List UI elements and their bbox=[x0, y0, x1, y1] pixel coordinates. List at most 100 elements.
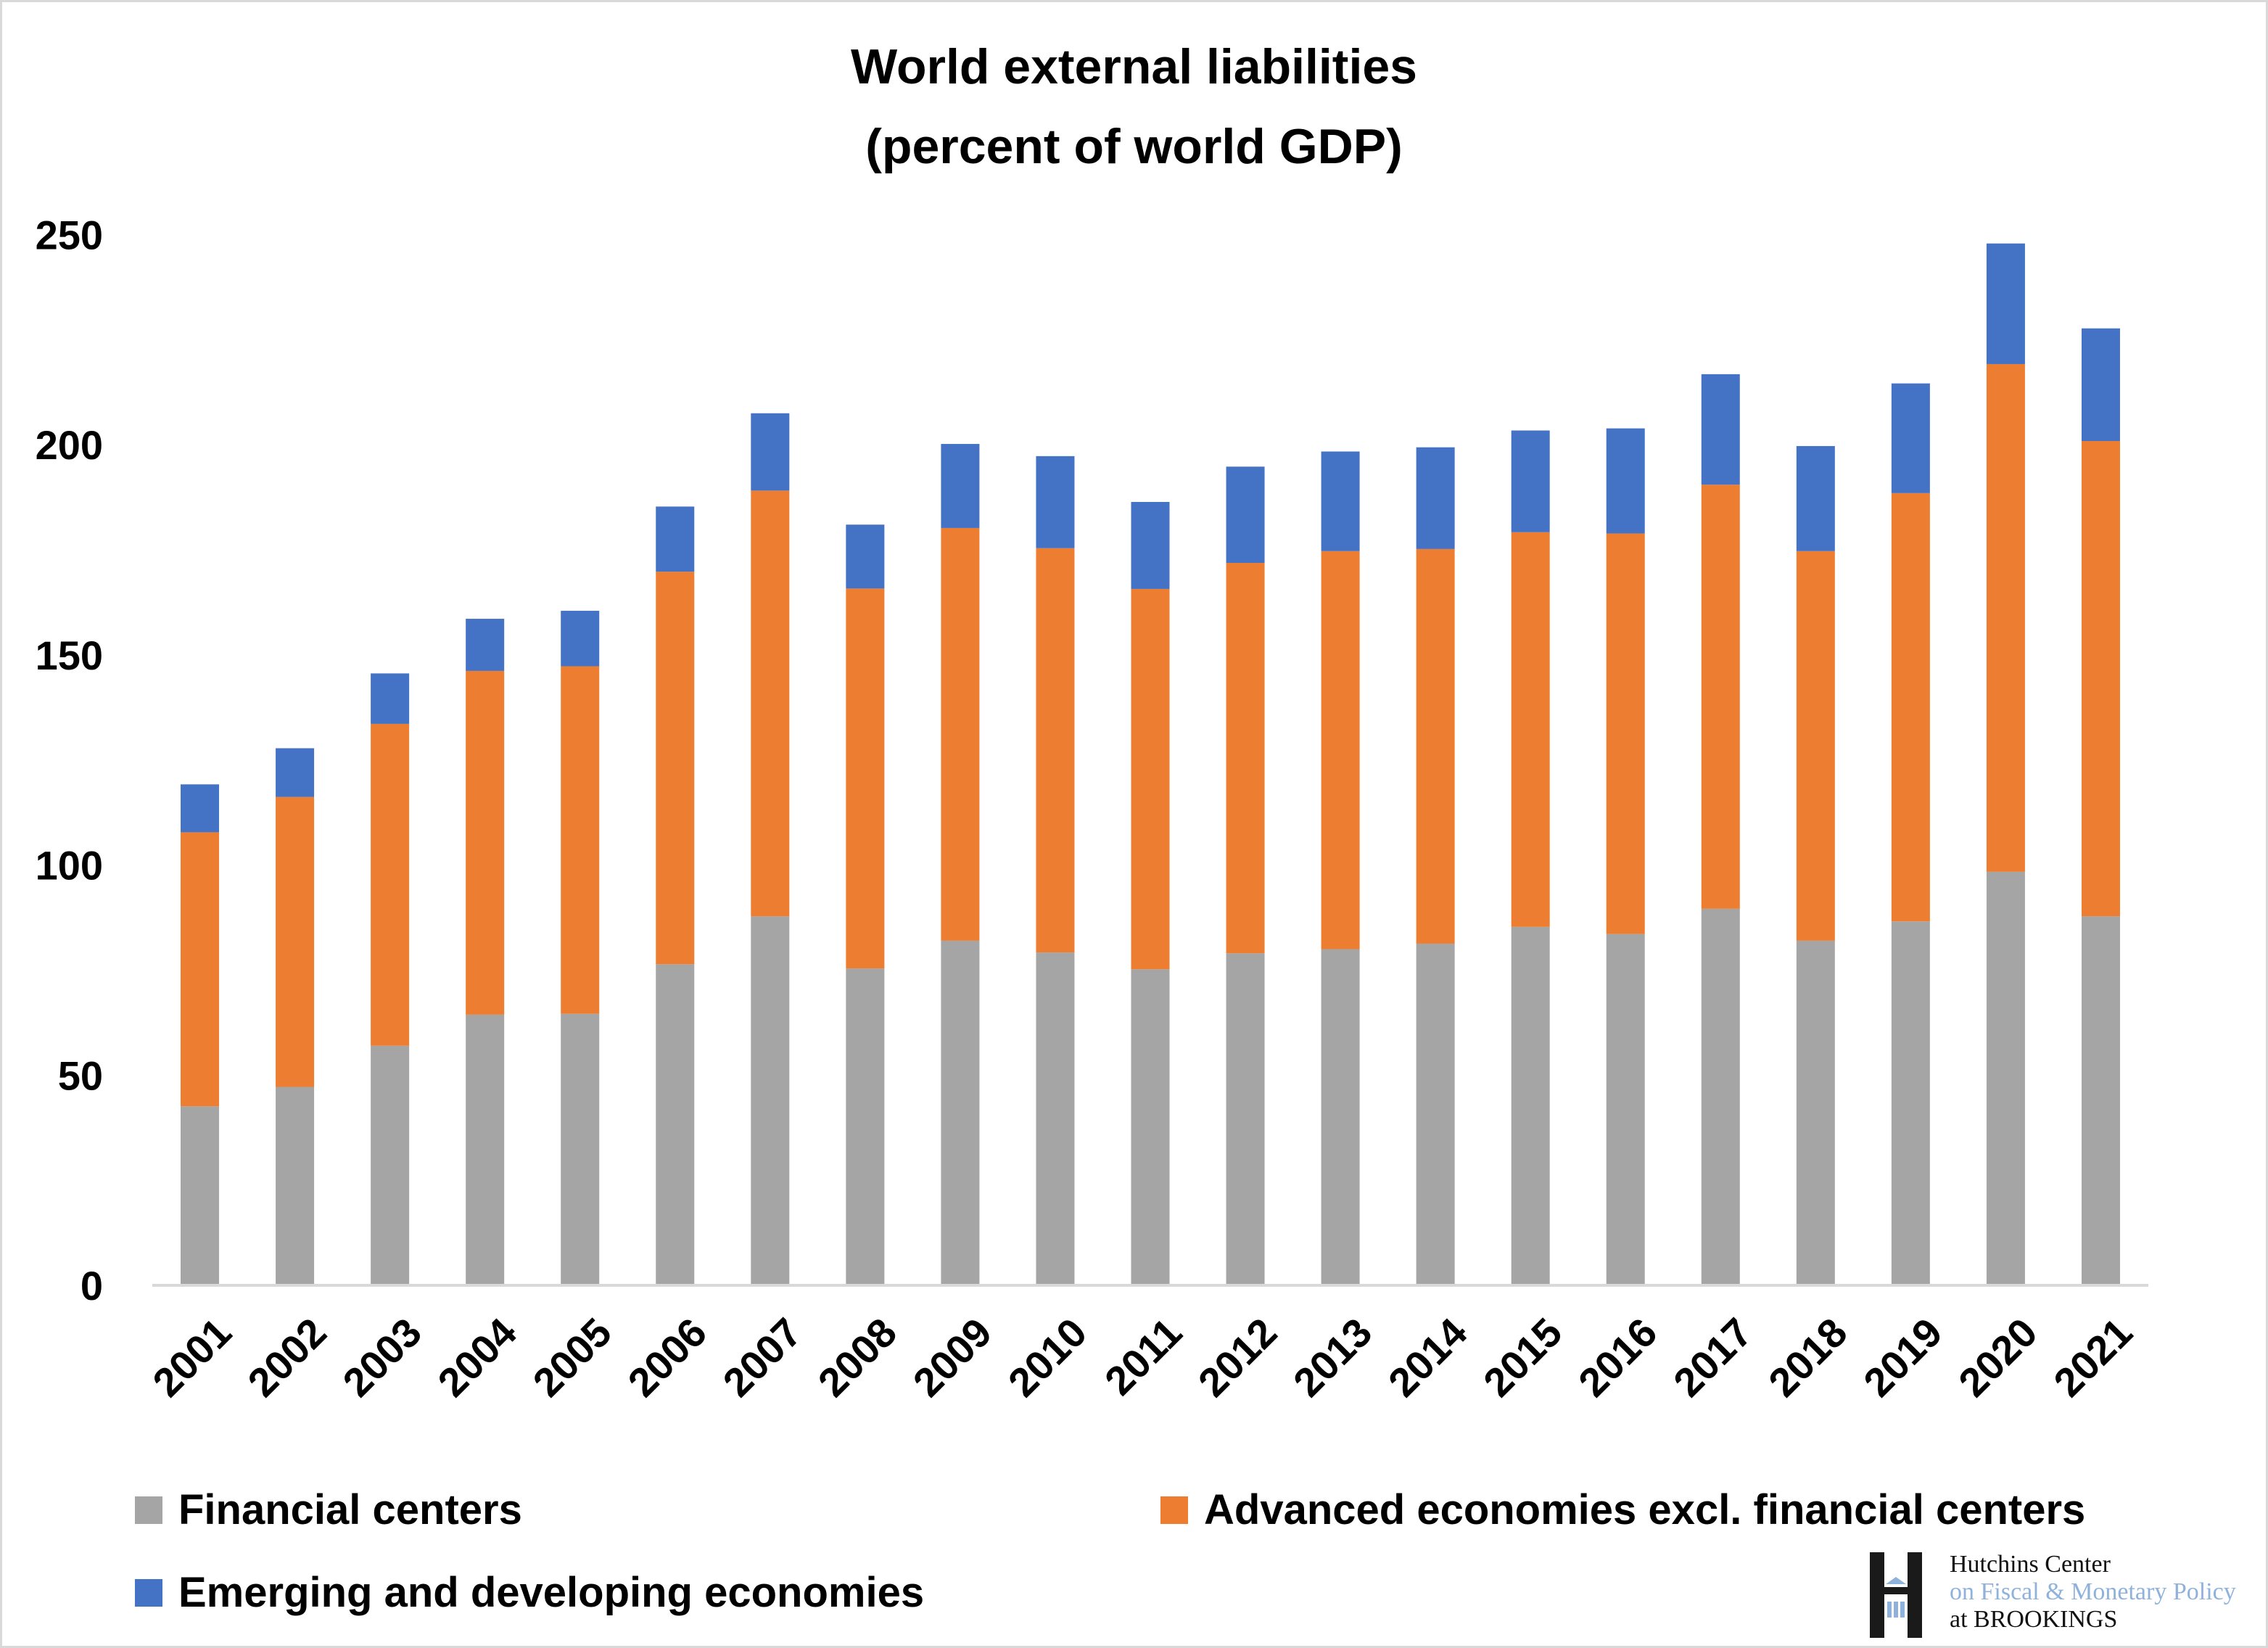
y-tick-label: 50 bbox=[58, 1052, 103, 1098]
legend-swatch-orange bbox=[1160, 1496, 1188, 1524]
y-tick-label: 250 bbox=[36, 213, 103, 258]
bar-stack-2002 bbox=[276, 748, 315, 1285]
x-tick-label: 2004 bbox=[429, 1309, 525, 1406]
bar-segment-emerging-economies-2007 bbox=[751, 413, 790, 491]
bar-segment-emerging-economies-2021 bbox=[2081, 328, 2120, 441]
x-tick-label: 2021 bbox=[2045, 1309, 2141, 1406]
bar-stack-2011 bbox=[1131, 501, 1170, 1285]
bar-segment-financial-centers-2005 bbox=[561, 1013, 600, 1285]
x-tick-label: 2009 bbox=[904, 1309, 1001, 1406]
bar-segment-advanced-economies-2021 bbox=[2081, 440, 2120, 917]
bar-stack-2015 bbox=[1511, 430, 1550, 1285]
bar-segment-emerging-economies-2011 bbox=[1131, 501, 1170, 589]
bar-segment-financial-centers-2008 bbox=[846, 968, 885, 1285]
bar-segment-financial-centers-2021 bbox=[2081, 916, 2120, 1285]
bar-stack-2021 bbox=[2081, 328, 2120, 1285]
legend-swatch-gray bbox=[135, 1496, 162, 1524]
bar-segment-advanced-economies-2010 bbox=[1036, 548, 1075, 953]
bar-segment-financial-centers-2013 bbox=[1321, 949, 1360, 1285]
bar-segment-emerging-economies-2019 bbox=[1891, 383, 1930, 493]
chart-subtitle: (percent of world GDP) bbox=[865, 119, 1403, 174]
bar-segment-financial-centers-2016 bbox=[1606, 934, 1645, 1285]
bar-segment-advanced-economies-2002 bbox=[276, 796, 315, 1087]
bar-segment-emerging-economies-2009 bbox=[941, 444, 980, 528]
y-tick-label: 0 bbox=[81, 1263, 103, 1309]
bar-segment-advanced-economies-2009 bbox=[941, 527, 980, 941]
bar-segment-emerging-economies-2015 bbox=[1511, 430, 1550, 532]
y-tick-label: 200 bbox=[36, 422, 103, 468]
bar-stack-2005 bbox=[561, 611, 600, 1285]
x-tick-label: 2018 bbox=[1760, 1309, 1856, 1406]
x-tick-label: 2019 bbox=[1855, 1309, 1951, 1406]
x-tick-label: 2005 bbox=[524, 1309, 620, 1406]
bar-segment-emerging-economies-2016 bbox=[1606, 428, 1645, 534]
legend-item-advanced-economies: Advanced economies excl. financial cente… bbox=[1160, 1486, 2085, 1534]
bar-stack-2009 bbox=[941, 444, 980, 1285]
bars bbox=[181, 243, 2120, 1285]
bar-segment-emerging-economies-2017 bbox=[1701, 374, 1740, 485]
bar-segment-financial-centers-2018 bbox=[1796, 940, 1835, 1285]
bar-segment-advanced-economies-2006 bbox=[656, 572, 695, 965]
x-tick-label: 2012 bbox=[1189, 1309, 1286, 1406]
bar-segment-financial-centers-2019 bbox=[1891, 921, 1930, 1285]
legend-label: Advanced economies excl. financial cente… bbox=[1204, 1486, 2086, 1533]
bar-segment-financial-centers-2011 bbox=[1131, 969, 1170, 1285]
bar-segment-financial-centers-2002 bbox=[276, 1087, 315, 1285]
x-tick-label: 2007 bbox=[714, 1309, 811, 1406]
bar-segment-financial-centers-2015 bbox=[1511, 926, 1550, 1285]
building-h-icon bbox=[1870, 1552, 1922, 1638]
bar-segment-advanced-economies-2015 bbox=[1511, 532, 1550, 927]
bar-segment-advanced-economies-2020 bbox=[1986, 363, 2025, 872]
bar-segment-advanced-economies-2004 bbox=[466, 670, 505, 1015]
bar-segment-emerging-economies-2020 bbox=[1986, 243, 2025, 364]
bar-segment-emerging-economies-2018 bbox=[1796, 445, 1835, 551]
bar-stack-2017 bbox=[1701, 374, 1740, 1285]
bar-segment-advanced-economies-2001 bbox=[181, 832, 220, 1107]
bar-stack-2013 bbox=[1321, 451, 1360, 1285]
bar-segment-advanced-economies-2017 bbox=[1701, 485, 1740, 909]
bar-segment-emerging-economies-2001 bbox=[181, 784, 220, 833]
y-tick-label: 100 bbox=[36, 843, 103, 889]
x-tick-label: 2017 bbox=[1665, 1309, 1761, 1406]
x-tick-label: 2020 bbox=[1950, 1309, 2046, 1406]
y-tick-label: 150 bbox=[36, 633, 103, 678]
stacked-bar-chart: 0 50 100 150 200 250 200120022003200420052006… bbox=[36, 213, 2148, 1406]
legend-label: Emerging and developing economies bbox=[178, 1569, 925, 1616]
bar-stack-2001 bbox=[181, 784, 220, 1285]
bar-segment-emerging-economies-2012 bbox=[1226, 466, 1265, 564]
bar-segment-advanced-economies-2016 bbox=[1606, 533, 1645, 934]
x-tick-label: 2008 bbox=[809, 1309, 906, 1406]
bar-stack-2020 bbox=[1986, 243, 2025, 1285]
bar-segment-financial-centers-2017 bbox=[1701, 908, 1740, 1285]
bar-stack-2006 bbox=[656, 506, 695, 1285]
bar-segment-advanced-economies-2019 bbox=[1891, 493, 1930, 922]
bar-segment-emerging-economies-2013 bbox=[1321, 451, 1360, 551]
bar-segment-advanced-economies-2014 bbox=[1416, 548, 1455, 944]
bar-stack-2008 bbox=[846, 524, 885, 1285]
bar-segment-financial-centers-2020 bbox=[1986, 871, 2025, 1285]
x-axis: 2001200220032004200520062007200820092010… bbox=[144, 1309, 2141, 1406]
bar-segment-advanced-economies-2007 bbox=[751, 490, 790, 917]
bar-segment-advanced-economies-2008 bbox=[846, 588, 885, 969]
bar-segment-advanced-economies-2011 bbox=[1131, 588, 1170, 970]
bar-segment-emerging-economies-2005 bbox=[561, 611, 600, 667]
chart-title: World external liabilities bbox=[851, 39, 1417, 94]
bar-segment-financial-centers-2001 bbox=[181, 1106, 220, 1285]
logo-text: Hutchins Center on Fiscal & Monetary Pol… bbox=[1950, 1551, 2236, 1633]
bar-segment-advanced-economies-2012 bbox=[1226, 563, 1265, 954]
bar-segment-emerging-economies-2003 bbox=[371, 673, 410, 724]
logo-line-3: at BROOKINGS bbox=[1950, 1606, 2118, 1633]
bar-segment-emerging-economies-2004 bbox=[466, 619, 505, 671]
bar-segment-financial-centers-2006 bbox=[656, 964, 695, 1285]
bar-stack-2003 bbox=[371, 673, 410, 1285]
bar-stack-2019 bbox=[1891, 383, 1930, 1285]
bar-segment-financial-centers-2012 bbox=[1226, 953, 1265, 1285]
bar-stack-2014 bbox=[1416, 447, 1455, 1285]
legend-item-financial-centers: Financial centers bbox=[135, 1486, 522, 1534]
bar-segment-advanced-economies-2003 bbox=[371, 723, 410, 1046]
bar-stack-2010 bbox=[1036, 456, 1075, 1285]
x-tick-label: 2015 bbox=[1475, 1309, 1571, 1406]
x-tick-label: 2016 bbox=[1570, 1309, 1666, 1406]
bar-segment-financial-centers-2007 bbox=[751, 916, 790, 1285]
bar-segment-financial-centers-2014 bbox=[1416, 943, 1455, 1285]
